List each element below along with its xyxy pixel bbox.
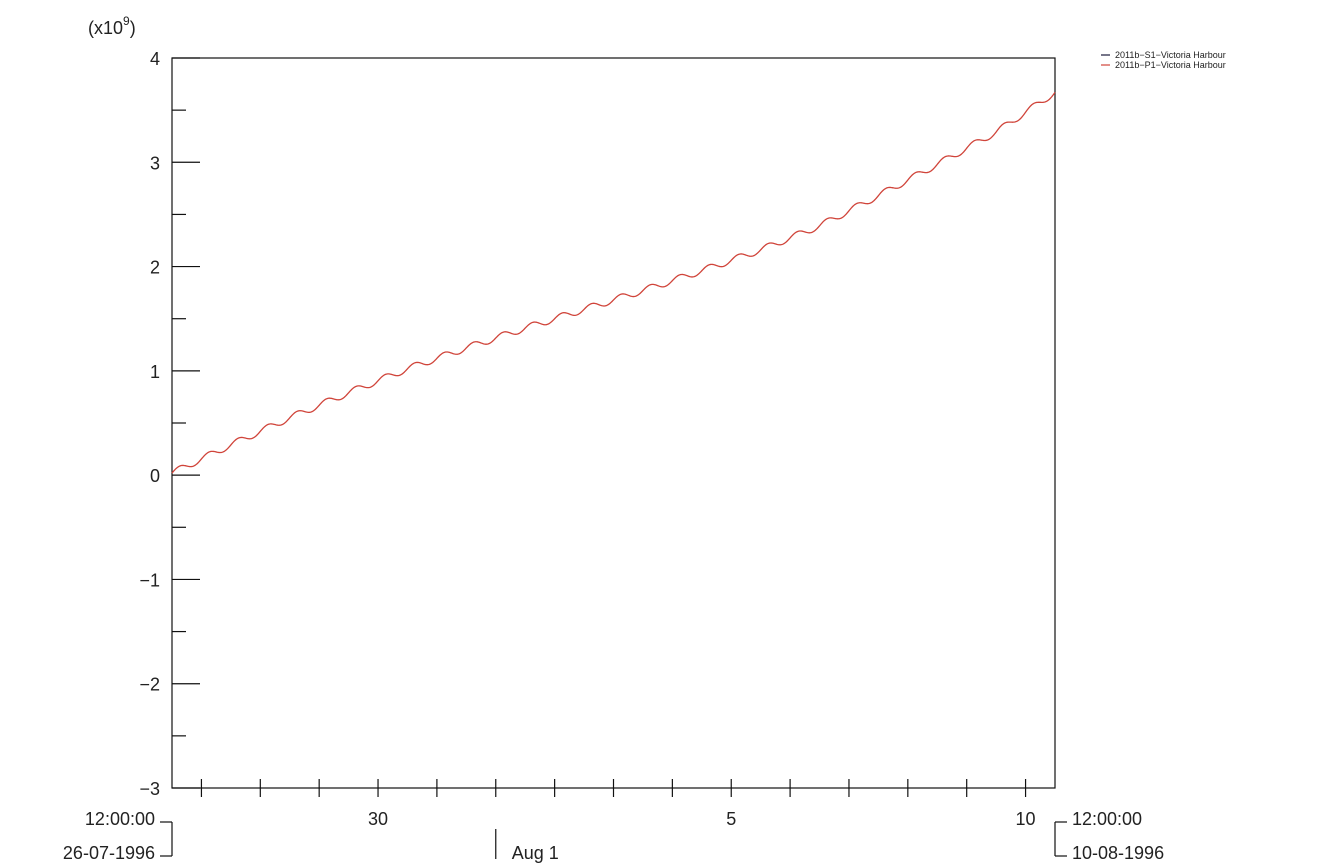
y-tick-label: −1 [139, 570, 160, 590]
y-tick-label: −2 [139, 675, 160, 695]
legend-entry-label: 2011b−P1−Victoria Harbour [1115, 60, 1226, 70]
y-multiplier-base: (x10 [88, 18, 123, 38]
x-tick-label: 30 [368, 809, 388, 829]
y-tick-label: 0 [150, 466, 160, 486]
y-tick-label: 4 [150, 49, 160, 69]
start-date-label: 26-07-1996 [63, 843, 155, 863]
y-multiplier-exponent: 9 [123, 14, 130, 28]
y-multiplier-close: ) [130, 18, 136, 38]
x-tick-label: 10 [1016, 809, 1036, 829]
y-tick-label: −3 [139, 779, 160, 799]
y-axis: −3 −2 −1 0 1 2 3 4 [139, 49, 200, 799]
series-layer [171, 92, 1056, 474]
legend-entry-label: 2011b−S1−Victoria Harbour [1115, 50, 1226, 60]
x-tick-label: 5 [726, 809, 736, 829]
series-line-2 [171, 92, 1056, 474]
end-date-label: 10-08-1996 [1072, 843, 1164, 863]
x-axis: 30 5 10 Aug 1 [200, 779, 1036, 863]
y-tick-label: 2 [150, 258, 160, 278]
end-time-label: 12:00:00 [1072, 809, 1142, 829]
y-tick-label: 1 [150, 362, 160, 382]
start-time-label: 12:00:00 [85, 809, 155, 829]
y-tick-label: 3 [150, 153, 160, 173]
y-multiplier-label: (x109) [88, 14, 136, 38]
month-marker-label: Aug 1 [512, 843, 559, 863]
legend: 2011b−S1−Victoria Harbour2011b−P1−Victor… [1101, 50, 1226, 70]
plot-frame [171, 57, 1056, 789]
